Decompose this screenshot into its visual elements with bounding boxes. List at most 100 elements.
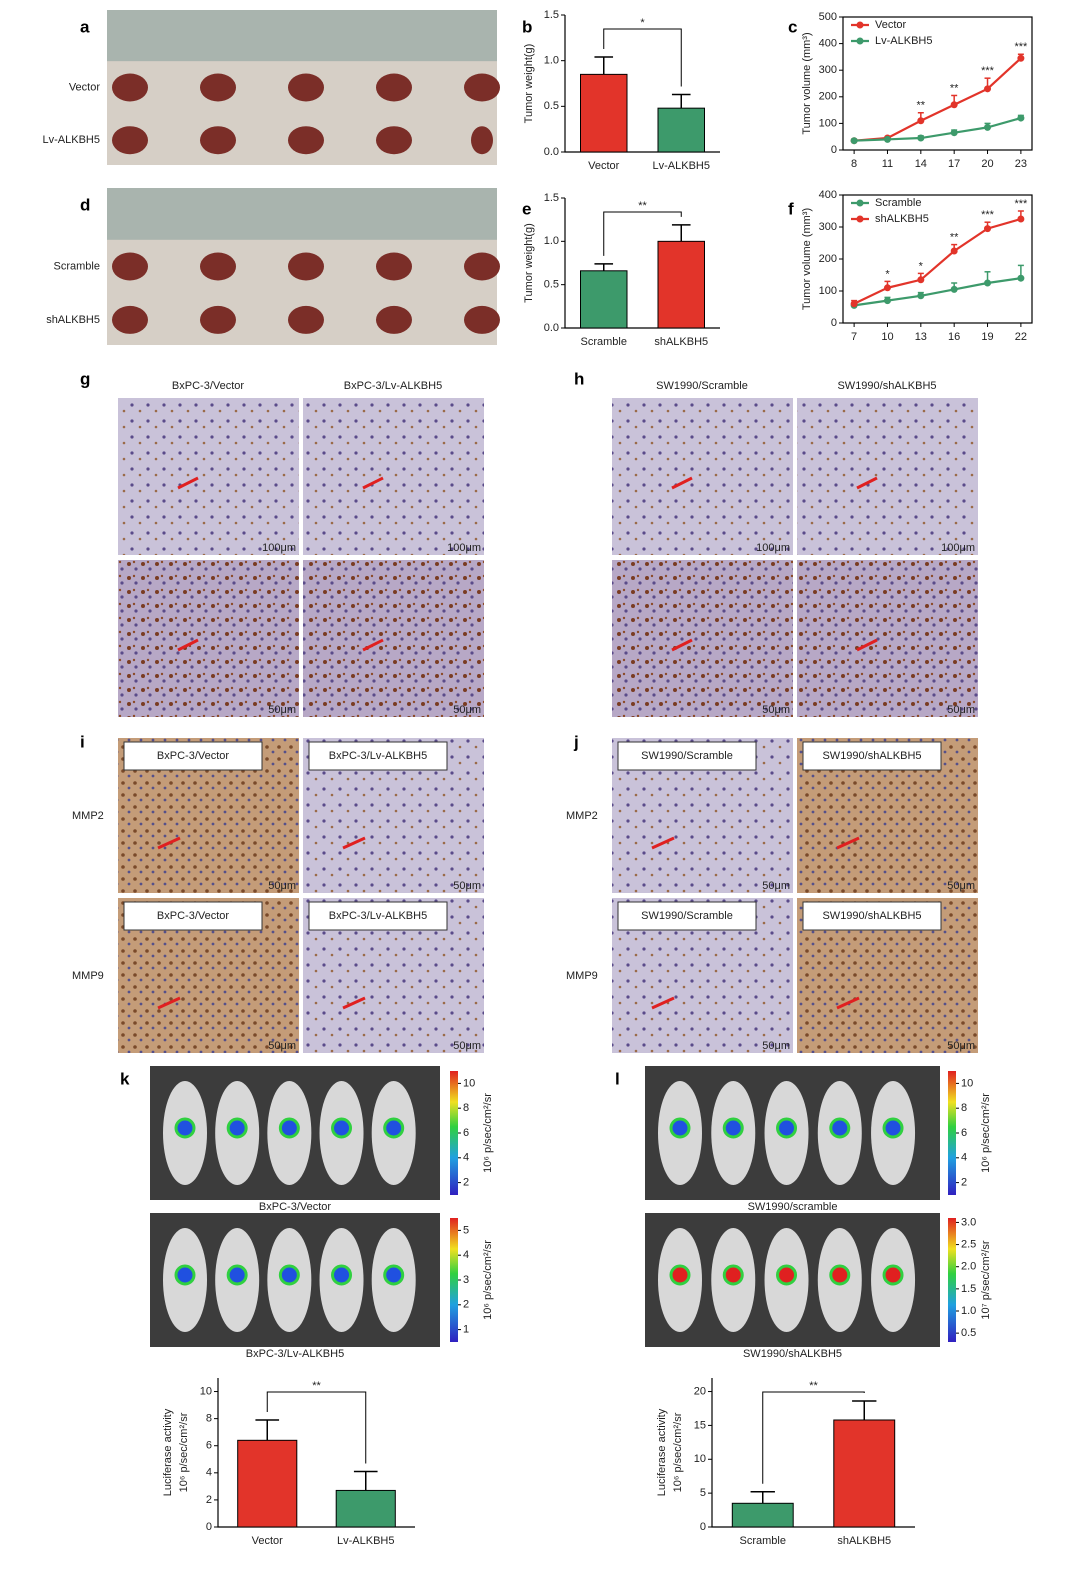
- colorbar-tick-label: 2.0: [961, 1261, 976, 1273]
- point: [984, 123, 992, 131]
- colorbar-unit: 10⁶ p/sec/cm²/sr: [980, 1093, 992, 1173]
- tag: SW1990/shALKBH5: [822, 910, 921, 922]
- significance-bracket: [603, 28, 682, 87]
- column-label: BxPC-3/Lv-ALKBH5: [344, 380, 442, 392]
- y-axis-label: Luciferase activity: [656, 1408, 668, 1496]
- ruler: [107, 188, 497, 240]
- y-tick-label: 6: [206, 1440, 212, 1452]
- legend-marker: [856, 215, 864, 223]
- y-tick-label: 0.0: [544, 322, 559, 334]
- signal: [829, 1117, 851, 1139]
- scale-bar: 100μm: [447, 542, 481, 554]
- bar: [833, 1419, 896, 1528]
- bar: [580, 270, 628, 329]
- scale-bar: 50μm: [268, 704, 296, 716]
- scale-bar: 50μm: [453, 880, 481, 892]
- row-label: MMP2: [72, 810, 104, 822]
- scale-bar: 50μm: [268, 1040, 296, 1052]
- signal: [722, 1117, 744, 1139]
- colorbar-tick-label: 1.5: [961, 1283, 976, 1295]
- arrow: [362, 476, 384, 490]
- annotation: ***: [1014, 198, 1028, 210]
- tag-box: [802, 741, 942, 771]
- scale-bar: 50μm: [947, 704, 975, 716]
- panel-letter: j: [573, 732, 579, 751]
- arrow: [671, 638, 693, 652]
- plot-frame: [842, 16, 1033, 151]
- colorbar-tick-label: 3: [463, 1274, 469, 1286]
- significance-bracket: [603, 211, 682, 256]
- annotation: ***: [981, 65, 995, 77]
- y-tick-label: 0: [831, 144, 837, 156]
- significance-bracket: [266, 1391, 367, 1464]
- point: [984, 279, 992, 287]
- row-label: MMP9: [72, 970, 104, 982]
- arrow: [651, 836, 675, 850]
- tag: BxPC-3/Vector: [157, 910, 229, 922]
- row-label: Scramble: [54, 260, 100, 272]
- tumor: [112, 126, 148, 155]
- colorbar-tick-label: 2: [961, 1177, 967, 1189]
- annotation: *: [919, 260, 924, 272]
- ruler: [107, 10, 497, 62]
- signal: [383, 1117, 405, 1139]
- tumor: [464, 305, 500, 334]
- signal: [829, 1264, 851, 1286]
- legend-label: shALKBH5: [875, 213, 929, 225]
- point: [950, 101, 958, 109]
- arrow: [157, 996, 181, 1010]
- panel-letter: h: [574, 369, 584, 388]
- colorbar-tick-label: 3.0: [961, 1216, 976, 1228]
- legend-label: Lv-ALKBH5: [875, 35, 932, 47]
- scale-bar: 50μm: [453, 704, 481, 716]
- y-tick-label: 1.0: [544, 235, 559, 247]
- bar: [580, 73, 628, 153]
- colorbar-unit: 10⁶ p/sec/cm²/sr: [482, 1093, 494, 1173]
- point: [1017, 114, 1025, 122]
- point: [883, 297, 891, 305]
- y-tick-label: 500: [819, 11, 837, 23]
- series-line: [853, 217, 1022, 305]
- x-tick-label: Scramble: [740, 1535, 786, 1547]
- point: [917, 292, 925, 300]
- tag: SW1990/Scramble: [641, 750, 733, 762]
- panel-letter: d: [80, 195, 90, 214]
- annotation: *: [885, 268, 890, 280]
- scale-bar: 50μm: [947, 880, 975, 892]
- colorbar-tick-label: 4: [961, 1152, 967, 1164]
- arrow: [856, 476, 878, 490]
- significance: **: [312, 1380, 321, 1392]
- caption: SW1990/shALKBH5: [743, 1348, 842, 1360]
- y-tick-label: 8: [206, 1413, 212, 1425]
- tag-box: [308, 741, 448, 771]
- y-tick-label: 100: [819, 117, 837, 129]
- point: [883, 284, 891, 292]
- scale-bar: 100μm: [756, 542, 790, 554]
- arrow: [342, 836, 366, 850]
- tumor: [288, 73, 324, 102]
- legend-marker: [856, 37, 864, 45]
- x-tick-label: Scramble: [581, 336, 627, 348]
- point: [950, 247, 958, 255]
- tumor: [200, 126, 236, 155]
- y-tick-label: 200: [819, 91, 837, 103]
- tag-box: [802, 901, 942, 931]
- x-tick-label: 16: [948, 331, 960, 343]
- tag: BxPC-3/Vector: [157, 750, 229, 762]
- y-tick-label: 400: [819, 38, 837, 50]
- y-tick-label: 300: [819, 221, 837, 233]
- column-label: SW1990/shALKBH5: [837, 380, 936, 392]
- signal: [226, 1264, 248, 1286]
- point: [984, 85, 992, 93]
- panel-letter: a: [80, 17, 90, 36]
- y-axis-unit: 10⁶ p/sec/cm²/sr: [178, 1412, 190, 1492]
- y-tick-label: 0.5: [544, 279, 559, 291]
- tumor: [288, 126, 324, 155]
- signal: [278, 1264, 300, 1286]
- colorbar-unit: 10⁶ p/sec/cm²/sr: [482, 1240, 494, 1320]
- arrow: [671, 476, 693, 490]
- y-axis-label: Tumor volume (mm³): [801, 208, 813, 310]
- colorbar-unit: 10⁷ p/sec/cm²/sr: [980, 1240, 992, 1320]
- arrow: [177, 476, 199, 490]
- tumor: [471, 126, 493, 155]
